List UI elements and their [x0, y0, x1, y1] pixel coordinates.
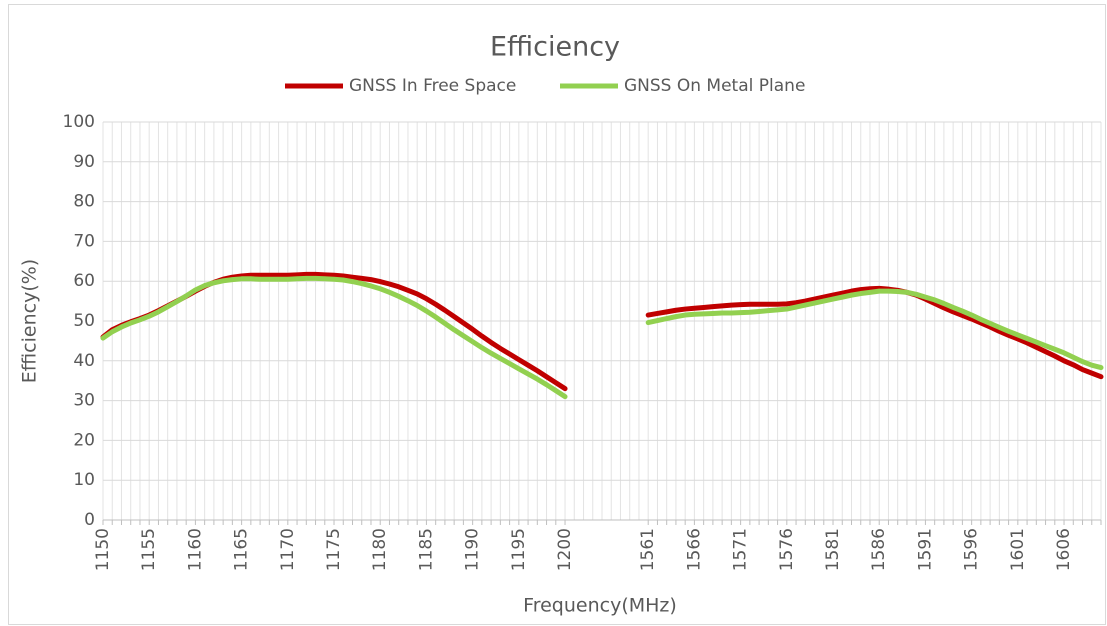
x-tick-label: 1195 [509, 528, 529, 571]
x-tick-label: 1170 [278, 528, 298, 571]
x-tick-label: 1571 [731, 528, 751, 571]
y-tick-label: 90 [73, 152, 95, 172]
x-tick-label: 1581 [823, 528, 843, 571]
x-tick-label: 1200 [555, 528, 575, 571]
y-tick-label: 30 [73, 391, 95, 411]
x-tick-label: 1160 [185, 528, 205, 571]
y-tick-label: 40 [73, 351, 95, 371]
x-tick-label: 1591 [915, 528, 935, 571]
x-tick-label: 1185 [416, 528, 436, 571]
x-tick-label: 1586 [869, 528, 889, 571]
series-line [100, 275, 1104, 400]
x-tick-label: 1150 [93, 528, 113, 571]
y-tick-label: 100 [63, 112, 95, 132]
x-axis-label: Frequency(MHz) [523, 595, 677, 617]
x-tick-label: 1566 [684, 528, 704, 571]
x-tick-label: 1190 [463, 528, 483, 571]
y-tick-label: 70 [73, 231, 95, 251]
x-tick-label: 1606 [1054, 528, 1074, 571]
y-tick-label: 60 [73, 271, 95, 291]
x-tick-label: 1561 [638, 528, 658, 571]
x-tick-label: 1175 [324, 528, 344, 571]
x-tick-label: 1165 [232, 528, 252, 571]
x-tick-label: 1180 [370, 528, 390, 571]
x-tick-label: 1601 [1008, 528, 1028, 571]
x-tick-label: 1155 [139, 528, 159, 571]
chart-title: Efficiency [490, 32, 620, 63]
y-tick-label: 0 [84, 510, 95, 530]
y-tick-label: 80 [73, 192, 95, 212]
y-tick-label: 10 [73, 470, 95, 490]
legend-label: GNSS In Free Space [349, 76, 516, 96]
x-tick-label: 1596 [962, 528, 982, 571]
chart-border [8, 4, 1106, 625]
legend-label: GNSS On Metal Plane [624, 76, 805, 96]
y-tick-label: 20 [73, 430, 95, 450]
y-axis-label: Efficiency(%) [19, 259, 41, 383]
y-tick-label: 50 [73, 311, 95, 331]
x-tick-label: 1576 [777, 528, 797, 571]
